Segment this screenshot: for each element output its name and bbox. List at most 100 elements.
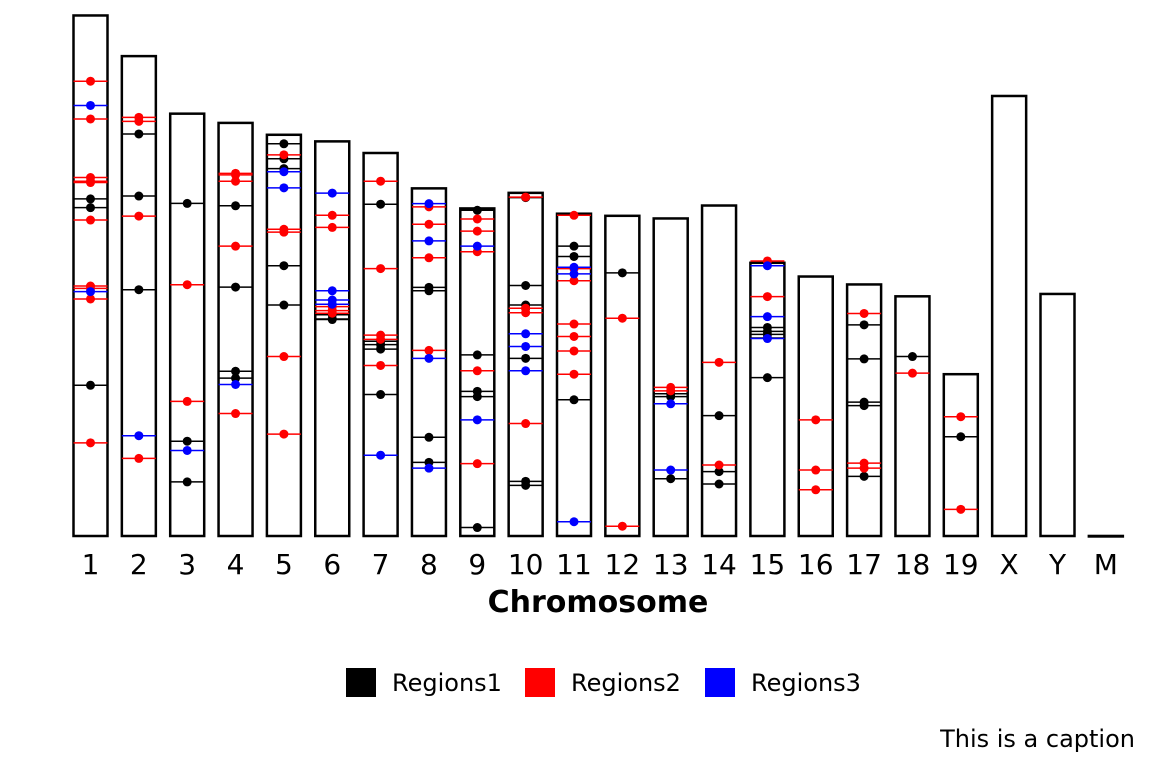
regions3-region-point <box>666 465 676 475</box>
chromosome-bar-12 <box>604 214 641 538</box>
chromosome-label-11: 11 <box>556 548 592 581</box>
regions2-region-point <box>956 504 966 514</box>
chromosome-label-7: 7 <box>372 548 390 581</box>
regions2-region-point <box>231 409 241 419</box>
chromosome-label-x: X <box>1000 548 1019 581</box>
regions3-region-point <box>521 366 531 376</box>
regions1-region-point <box>714 467 724 477</box>
regions3-region-point <box>424 236 434 246</box>
legend: Regions1 Regions2 Regions3 <box>346 668 861 697</box>
regions3-region-point <box>569 262 579 272</box>
regions2-region-point <box>327 222 337 232</box>
regions2-region-point <box>182 280 192 290</box>
regions1-region-point <box>714 411 724 421</box>
regions2-region-point <box>617 521 627 531</box>
regions1-region-point <box>231 366 241 376</box>
regions2-region-point <box>424 219 434 229</box>
regions1-region-point <box>134 129 144 139</box>
regions2-region-point <box>521 419 531 429</box>
regions2-region-point <box>472 214 482 224</box>
regions1-region-point <box>376 390 386 400</box>
chromosome-bar-6 <box>314 140 351 538</box>
regions1-region-point <box>231 373 241 383</box>
chromosome-label-19: 19 <box>943 548 979 581</box>
regions1-region-point <box>279 300 289 310</box>
regions2-region-point <box>956 412 966 422</box>
chromosome-bar-13 <box>652 217 689 538</box>
regions3-region-point <box>182 445 192 455</box>
regions1-region-point <box>569 395 579 405</box>
regions2-region-point <box>569 276 579 286</box>
regions2-region-point <box>86 114 95 124</box>
regions1-region-point <box>859 401 869 411</box>
regions1-region-point <box>859 320 869 330</box>
regions3-region-point <box>472 415 482 425</box>
regions2-region-point <box>714 460 724 470</box>
regions1-region-point <box>472 523 482 533</box>
chromosome-bar-m <box>1087 534 1125 538</box>
regions2-region-point <box>134 211 144 221</box>
chromosome-label-17: 17 <box>846 548 882 581</box>
chromosome-label-9: 9 <box>468 548 486 581</box>
regions2-region-point <box>231 170 241 180</box>
regions3-region-point <box>521 341 531 351</box>
legend-label-regions3: Regions3 <box>751 669 861 697</box>
regions2-region-point <box>86 76 95 86</box>
chromosome-label-2: 2 <box>130 548 148 581</box>
regions2-region-point <box>279 227 289 237</box>
regions1-region-point <box>569 251 579 261</box>
chromosome-bar-4 <box>217 121 254 538</box>
regions3-region-point <box>424 199 434 209</box>
regions2-region-point <box>811 465 821 475</box>
chromosome-label-6: 6 <box>323 548 341 581</box>
chromosome-label-18: 18 <box>895 548 931 581</box>
regions3-region-point <box>134 431 144 441</box>
regions3-region-point <box>569 517 579 527</box>
regions3-region-point <box>279 183 289 193</box>
legend-swatch-regions3 <box>705 668 735 697</box>
regions1-region-point <box>86 380 95 390</box>
chromosome-bar-3 <box>168 112 206 538</box>
regions3-region-point <box>762 312 772 322</box>
regions2-region-point <box>859 463 869 473</box>
regions2-region-point <box>134 453 144 463</box>
regions1-region-point <box>279 139 289 149</box>
regions2-region-point <box>424 345 434 355</box>
regions2-region-point <box>182 396 192 406</box>
regions2-region-point <box>279 352 289 362</box>
chromosome-bar-18 <box>894 295 931 538</box>
regions1-region-point <box>907 352 917 362</box>
regions3-region-point <box>86 287 95 297</box>
regions2-region-point <box>569 319 579 329</box>
regions1-region-point <box>569 241 579 251</box>
regions3-region-point <box>762 261 772 271</box>
regions2-region-point <box>521 192 531 202</box>
regions2-region-point <box>86 294 95 304</box>
regions3-region-point <box>424 353 434 363</box>
regions1-region-point <box>472 392 482 402</box>
regions2-region-point <box>762 292 772 302</box>
regions2-region-point <box>279 429 289 439</box>
regions2-region-point <box>569 346 579 356</box>
regions2-region-point <box>472 226 482 236</box>
regions3-region-point <box>279 167 289 177</box>
regions3-region-point <box>327 299 337 309</box>
chromosome-label-13: 13 <box>653 548 689 581</box>
chromosome-label-14: 14 <box>701 548 737 581</box>
regions2-region-point <box>907 368 917 378</box>
regions1-region-point <box>956 432 966 442</box>
chromosome-bar-1 <box>72 14 109 538</box>
chromosome-bar-5 <box>265 133 303 538</box>
chromosome-label-16: 16 <box>798 548 834 581</box>
regions1-region-point <box>231 201 241 211</box>
regions3-region-point <box>472 241 482 251</box>
chromosome-bar-14 <box>700 204 738 538</box>
chromosome-bar-8 <box>410 187 448 538</box>
regions1-region-point <box>521 480 531 490</box>
regions1-region-point <box>472 205 482 215</box>
regions2-region-point <box>327 210 337 220</box>
legend-swatch-regions1 <box>346 668 376 697</box>
regions3-region-point <box>327 286 337 296</box>
chromosome-label-layer: 1 2 3 4 5 6 7 8 9 10 11 12 13 14 15 16 17 18 19 X Y M <box>82 548 1118 581</box>
chromosome-label-12: 12 <box>605 548 641 581</box>
